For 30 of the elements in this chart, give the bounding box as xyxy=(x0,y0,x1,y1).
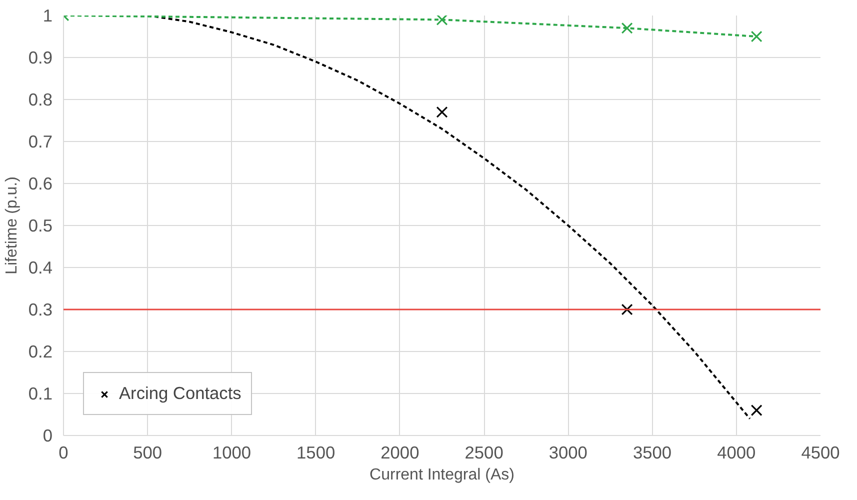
point xyxy=(750,404,762,416)
x-axis-title: Current Integral (As) xyxy=(370,466,514,484)
y-tick-label: 0.3 xyxy=(28,300,53,320)
x-tick-label: 1500 xyxy=(296,442,336,462)
y-tick-label: 0.7 xyxy=(28,132,53,152)
point xyxy=(621,22,633,34)
point xyxy=(436,106,448,118)
y-axis-title: Lifetime (p.u.) xyxy=(3,176,20,274)
y-tick-label: 1 xyxy=(42,6,53,26)
y-tick-label: 0.8 xyxy=(28,90,53,110)
x-tick-label: 2500 xyxy=(464,442,504,462)
x-tick-label: 0 xyxy=(58,442,68,462)
x-tick-label: 1000 xyxy=(212,442,252,462)
x-tick-label: 3000 xyxy=(548,442,588,462)
x-tick-label: 4000 xyxy=(717,442,756,462)
x-tick-label: 2000 xyxy=(380,442,420,462)
y-tick-label: 0.2 xyxy=(28,342,53,362)
y-tick-label: 0.6 xyxy=(28,174,53,194)
y-tick-label: 0.4 xyxy=(28,258,53,278)
y-tick-label: 0 xyxy=(42,426,53,446)
y-tick-label: 0.9 xyxy=(28,48,53,68)
legend-label: Arcing Contacts xyxy=(119,383,242,404)
point xyxy=(621,304,633,316)
x-tick-label: 4500 xyxy=(801,442,840,462)
y-tick-label: 0.5 xyxy=(28,216,53,236)
point xyxy=(750,30,762,42)
y-tick-label: 0.1 xyxy=(28,384,53,404)
x-tick-label: 500 xyxy=(133,442,162,462)
x-tick-label: 3500 xyxy=(633,442,672,462)
point xyxy=(436,16,448,26)
